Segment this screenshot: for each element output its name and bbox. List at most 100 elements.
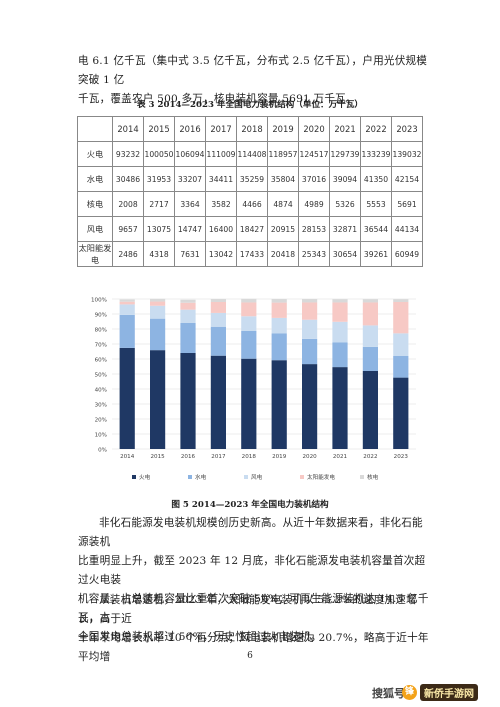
table-row: 水电 30486 31953 33207 34411 35259 35804 37016 390… xyxy=(77,166,423,192)
bar-segment xyxy=(271,333,287,361)
value-cell: 4874 xyxy=(267,191,299,217)
bar-segment xyxy=(271,299,287,303)
y-tick-label: 100% xyxy=(91,298,107,304)
bar-segment xyxy=(332,302,348,322)
row-label-cell: 水电 xyxy=(77,166,113,192)
bar-segment xyxy=(210,312,226,327)
value-cell: 2486 xyxy=(112,241,144,267)
value-cell: 4318 xyxy=(143,241,175,267)
y-tick-label: 30% xyxy=(95,403,107,409)
bar-segment xyxy=(362,371,378,449)
value-cell: 2008 xyxy=(112,191,144,217)
value-cell: 5553 xyxy=(360,191,392,217)
value-cell: 3364 xyxy=(174,191,206,217)
value-cell: 35804 xyxy=(267,166,299,192)
value-cell: 100050 xyxy=(143,141,175,167)
table-header-row: 2014 2015 2016 2017 2018 2019 2020 2021 2022 2023 xyxy=(77,116,423,142)
bar-segment xyxy=(302,338,318,365)
value-cell: 28153 xyxy=(298,216,330,242)
bar-segment xyxy=(210,326,226,356)
bar-segment xyxy=(241,302,257,317)
x-tick-label: 2021 xyxy=(333,454,348,460)
value-cell: 60949 xyxy=(391,241,423,267)
value-cell: 4989 xyxy=(298,191,330,217)
intro-paragraph: 电 6.1 亿千瓦（集中式 3.5 亿千瓦，分布式 2.5 亿千瓦），户用光伏规… xyxy=(78,52,430,109)
table-row: 太阳能发电 2486 4318 7631 13042 17433 20418 25343 306… xyxy=(77,241,423,267)
bar-segment xyxy=(180,353,196,449)
table-row: 风电 9657 13075 14747 16400 18427 20915 28153 3287… xyxy=(77,216,423,242)
legend-label: 风电 xyxy=(251,473,263,481)
bar-segment xyxy=(119,304,135,315)
year-header-cell: 2016 xyxy=(174,116,206,142)
y-tick-label: 90% xyxy=(95,313,107,319)
value-cell: 129739 xyxy=(329,141,361,167)
year-header-cell: 2017 xyxy=(205,116,237,142)
bar-segment xyxy=(332,321,348,343)
bar-segment xyxy=(210,299,226,302)
value-cell: 14747 xyxy=(174,216,206,242)
value-cell: 4466 xyxy=(236,191,268,217)
bar-segment xyxy=(271,317,287,334)
value-cell: 5691 xyxy=(391,191,423,217)
value-cell: 17433 xyxy=(236,241,268,267)
bar-segment xyxy=(150,318,166,351)
table-row: 核电 2008 2717 3364 3582 4466 4874 4989 5326 5553 56… xyxy=(77,191,423,217)
year-header-cell: 2023 xyxy=(391,116,423,142)
value-cell: 33207 xyxy=(174,166,206,192)
value-cell: 124517 xyxy=(298,141,330,167)
x-tick-label: 2016 xyxy=(181,454,196,460)
bar-segment xyxy=(119,314,135,348)
bar-segment xyxy=(150,301,166,306)
value-cell: 37016 xyxy=(298,166,330,192)
year-header-cell: 2020 xyxy=(298,116,330,142)
x-tick-label: 2017 xyxy=(211,454,226,460)
value-cell: 139032 xyxy=(391,141,423,167)
legend-label: 火电 xyxy=(139,473,151,481)
bar-segment xyxy=(180,299,196,303)
year-header-cell: 2014 xyxy=(112,116,144,142)
bar-segment xyxy=(119,301,135,305)
bar-segment xyxy=(302,319,318,339)
value-cell: 25343 xyxy=(298,241,330,267)
paragraph-line: 十年平均增长水平 10 个百分点；风电装机增速为 20.7%，略高于近十年平均增 xyxy=(78,632,429,663)
table-row: 火电 93232 100050 106094 111009 114408 118957 124… xyxy=(77,141,423,167)
intro-line: 千瓦，覆盖农户 500 多万，核电装机容量 5691 万千瓦。 xyxy=(78,93,357,105)
value-cell: 114408 xyxy=(236,141,268,167)
value-cell: 7631 xyxy=(174,241,206,267)
bar-segment xyxy=(393,299,409,302)
paragraph-line: 从装机增速看，2023 年，太阳能发电装机以 55.2%的速度加速增长，高于近 xyxy=(78,594,417,625)
bar-segment xyxy=(302,364,318,449)
paragraph-line: 非化石能源发电装机规模创历史新高。从近十年数据来看，非化石能源装机 xyxy=(78,517,423,548)
figure-caption: 图 5 2014—2023 年全国电力装机结构 xyxy=(171,500,329,510)
bar-segment xyxy=(150,298,166,302)
year-header-cell: 2019 xyxy=(267,116,299,142)
watermark: 搜狐号 锋 新侨手游网 xyxy=(372,683,492,703)
bar-segment xyxy=(362,325,378,347)
bar-segment xyxy=(393,302,409,334)
value-cell: 44134 xyxy=(391,216,423,242)
y-tick-label: 0% xyxy=(98,448,107,454)
table-corner-cell xyxy=(77,116,113,142)
bar-segment xyxy=(271,302,287,318)
value-cell: 2717 xyxy=(143,191,175,217)
y-tick-label: 80% xyxy=(95,328,107,334)
y-tick-label: 10% xyxy=(95,433,107,439)
x-tick-label: 2019 xyxy=(272,454,287,460)
value-cell: 36544 xyxy=(360,216,392,242)
legend-label: 核电 xyxy=(367,473,379,481)
legend-swatch xyxy=(132,475,136,479)
x-tick-label: 2020 xyxy=(302,454,317,460)
x-tick-label: 2023 xyxy=(394,454,409,460)
legend-swatch xyxy=(360,475,364,479)
row-label-cell: 风电 xyxy=(77,216,113,242)
body-paragraph-2: 从装机增速看，2023 年，太阳能发电装机以 55.2%的速度加速增长，高于近 … xyxy=(78,591,430,667)
value-cell: 93232 xyxy=(112,141,144,167)
bar-segment xyxy=(271,360,287,449)
bar-segment xyxy=(362,302,378,326)
bar-segment xyxy=(332,299,348,303)
x-tick-label: 2015 xyxy=(150,454,165,460)
value-cell: 32871 xyxy=(329,216,361,242)
value-cell: 111009 xyxy=(205,141,237,167)
value-cell: 30486 xyxy=(112,166,144,192)
page-number: 6 xyxy=(247,651,253,661)
